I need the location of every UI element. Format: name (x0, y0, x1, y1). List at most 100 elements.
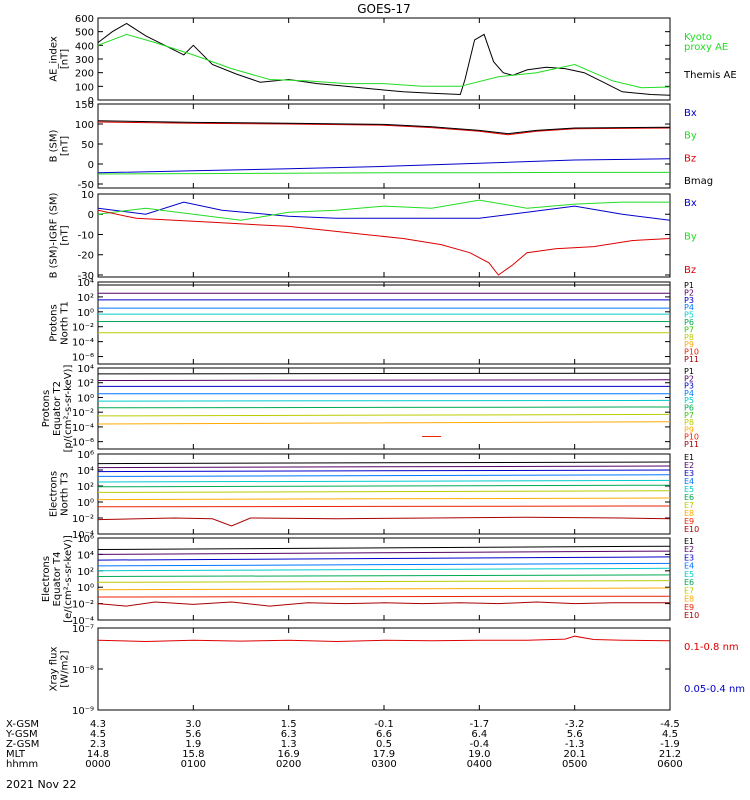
legend-label: P1 (684, 281, 694, 290)
axis-cell-value: -3.2 (565, 719, 585, 730)
series-line-e7 (98, 490, 670, 493)
axis-cell-value: 0400 (467, 759, 492, 770)
series-line-e2 (98, 465, 670, 469)
legend-label: P7 (684, 325, 694, 334)
legend-label: By (684, 131, 697, 142)
y-tick-label: 400 (75, 41, 94, 52)
series-line-e10 (98, 516, 670, 527)
y-axis-label: Xray flux (49, 647, 60, 692)
y-axis-label: Equator T4 (52, 552, 63, 607)
series-line-e8 (98, 587, 670, 591)
y-tick-label: 10⁻² (72, 600, 94, 611)
y-tick-label: 10⁰ (77, 308, 94, 319)
axis-cell-value: 0600 (657, 759, 682, 770)
axis-cell-value: 6.4 (471, 729, 487, 740)
series-line-p8 (98, 421, 670, 425)
axis-cell-value: 3.0 (185, 719, 201, 730)
legend-label: proxy AE (684, 42, 728, 53)
y-tick-label: 10⁰ (77, 498, 94, 509)
legend-label: E10 (684, 611, 699, 620)
axis-cell-value: 5.6 (185, 729, 201, 740)
legend-label: E9 (684, 603, 694, 612)
legend-label: Themis AE (683, 70, 737, 81)
series-line-e10 (98, 601, 670, 607)
series-line-themis-ae (98, 22, 670, 96)
panel-frame (97, 281, 671, 365)
panel-frame (97, 537, 671, 621)
series-line-p6 (98, 406, 670, 409)
axis-cell-value: 0200 (276, 759, 301, 770)
legend-label: P4 (684, 389, 694, 398)
legend-label: P9 (684, 425, 694, 434)
legend-label: E4 (684, 562, 694, 571)
legend-label: P10 (684, 433, 699, 442)
y-tick-label: -10 (78, 230, 94, 241)
series-line-bmag (98, 120, 670, 135)
axis-row-label: Z-GSM (6, 739, 39, 750)
panel-frame (97, 17, 671, 101)
series-line-bx (98, 201, 670, 221)
y-tick-label: 600 (75, 14, 94, 25)
y-tick-label: -50 (78, 180, 94, 191)
y-axis-label: Electrons (41, 556, 52, 602)
y-tick-label: 50 (81, 140, 94, 151)
y-tick-label: 10⁻⁴ (72, 616, 94, 627)
axis-cell-value: 15.8 (182, 749, 204, 760)
panel-xray: 10⁻⁷ 10⁻⁸ 10⁻⁹ Xray flux [W/m2] 0.1-0.8 nm 0.0… (49, 624, 746, 717)
legend-label: Bx (684, 108, 697, 119)
legend-label: P2 (684, 374, 694, 383)
legend-label: E10 (684, 525, 699, 534)
legend-label: P10 (684, 348, 699, 357)
legend-label: By (684, 232, 697, 243)
series-line-by (98, 199, 670, 221)
legend-label: 0.05-0.4 nm (684, 684, 745, 695)
axis-cell-value: 6.6 (376, 729, 392, 740)
legend-label: 0.1-0.8 nm (684, 642, 739, 653)
y-axis-label: [e/(cm²-s-sr-keV)] (63, 535, 74, 623)
legend-label: E1 (684, 537, 694, 546)
axis-cell-value: 1.5 (281, 719, 297, 730)
axis-cell-value: -1.7 (470, 719, 490, 730)
y-tick-label: 10⁻² (72, 514, 94, 525)
y-tick-label: 150 (75, 100, 94, 111)
y-tick-label: 100 (75, 120, 94, 131)
y-tick-label: 10⁻⁸ (72, 665, 94, 676)
legend-label: E7 (684, 501, 694, 510)
series-line-e9 (98, 505, 670, 508)
series-line-0-1-0-8-nm (98, 635, 670, 643)
y-axis-label: Electrons (49, 471, 60, 517)
axis-cell-value: 0300 (371, 759, 396, 770)
y-tick-label: 10⁻² (72, 323, 94, 334)
series-line-bx (98, 158, 670, 174)
legend-label: Bx (684, 198, 697, 209)
legend-label: E7 (684, 586, 694, 595)
legend-label: E6 (684, 493, 694, 502)
y-axis-label: Protons (41, 390, 52, 427)
legend-label: P11 (684, 355, 699, 364)
legend-label: E4 (684, 477, 694, 486)
axis-cell-value: 14.8 (87, 749, 109, 760)
y-axis-label: [W/m2] (60, 650, 71, 687)
y-tick-label: 100 (75, 82, 94, 93)
panel-frame (97, 103, 671, 189)
legend-label: E8 (684, 595, 694, 604)
axis-row-label: hhmm (6, 759, 38, 770)
axis-cell-value: 4.5 (90, 729, 106, 740)
axis-cell-value: 0000 (85, 759, 110, 770)
y-tick-label: 10⁻⁴ (72, 423, 94, 434)
legend-label: P1 (684, 367, 694, 376)
y-tick-label: 500 (75, 28, 94, 39)
axis-cell-value: 16.9 (278, 749, 300, 760)
series-line-e5 (98, 567, 670, 572)
y-tick-label: -20 (78, 251, 94, 262)
series-line-e4 (98, 562, 670, 567)
axis-cell-value: -1.9 (660, 739, 680, 750)
time-axis-table: X-GSMY-GSMZ-GSMMLThhmm4.34.52.314.800003… (5, 719, 683, 770)
axis-cell-value: 4.5 (662, 729, 678, 740)
axis-row-label: MLT (6, 749, 26, 760)
legend-label: P5 (684, 311, 694, 320)
date-label: 2021 Nov 22 (6, 778, 76, 791)
legend-label: E1 (684, 453, 694, 462)
